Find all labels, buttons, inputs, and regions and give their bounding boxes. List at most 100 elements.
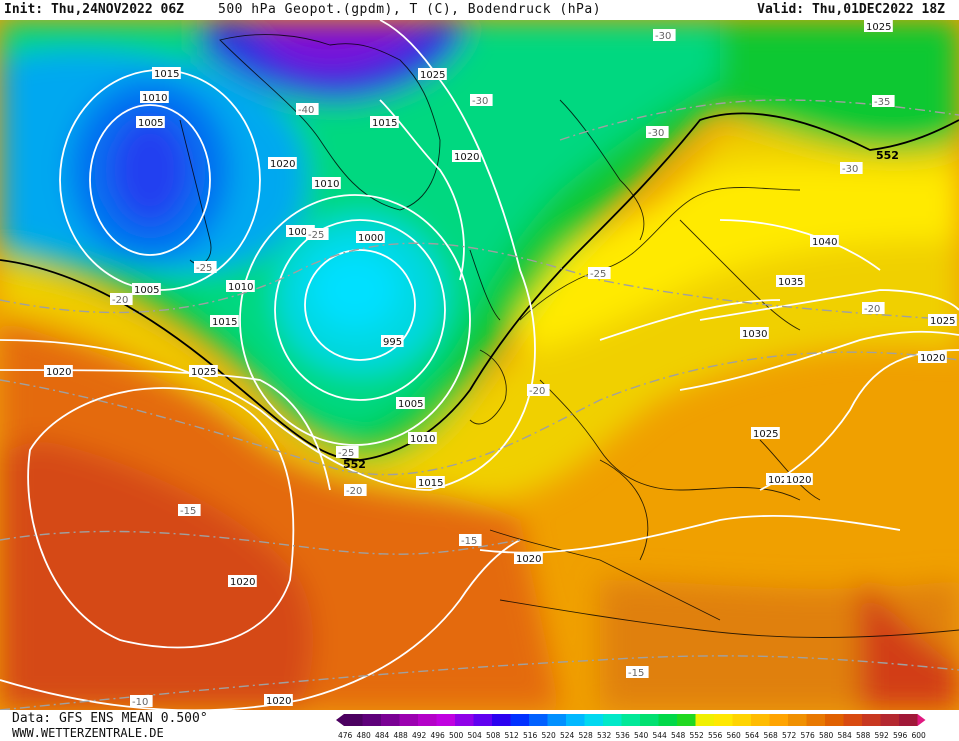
isotherm-label: -15	[459, 534, 482, 547]
isobar-label: 1020	[514, 552, 543, 565]
legend-swatch	[418, 714, 437, 726]
pressure-labels: 1015101010051020102510151020101010051000…	[44, 20, 957, 707]
isobar-label-text: 1020	[46, 367, 71, 378]
legend-value-label: 512	[505, 731, 520, 740]
isobar-label: 1035	[776, 275, 805, 288]
isobar-label: 1015	[210, 315, 239, 328]
isobar-label: 1040	[810, 235, 839, 248]
legend-value-label: 548	[671, 731, 686, 740]
legend-swatch	[714, 714, 733, 726]
isobar-label: 1020	[264, 694, 293, 707]
legend-swatch	[492, 714, 511, 726]
legend-value-label: 516	[523, 731, 538, 740]
isobar-label-text: 1020	[920, 353, 945, 364]
isobar-label-text: 1040	[812, 237, 837, 248]
isotherm-label-text: -15	[180, 506, 196, 517]
map-header: Init: Thu,24NOV2022 06Z 500 hPa Geopot.(…	[0, 0, 959, 20]
isotherm-label-text: -15	[461, 536, 477, 547]
legend-swatch	[806, 714, 825, 726]
legend-value-label: 560	[727, 731, 742, 740]
isobar-label: 1020	[784, 473, 813, 486]
legend-value-label: 592	[875, 731, 890, 740]
isotherm-label-text: -20	[529, 386, 545, 397]
isobar-label-text: 1015	[418, 478, 443, 489]
legend-swatch	[843, 714, 862, 726]
isotherm-label: -20	[862, 302, 885, 315]
legend-value-label: 568	[764, 731, 779, 740]
isotherm-label-text: -15	[628, 668, 644, 679]
isobar-label-text: 1035	[778, 277, 803, 288]
legend-value-label: 580	[819, 731, 834, 740]
isobar-label: 1020	[452, 150, 481, 163]
isotherm-label-text: -25	[590, 269, 606, 280]
legend-swatch	[344, 714, 363, 726]
legend-value-label: 556	[708, 731, 723, 740]
isotherm-label-text: -30	[655, 31, 671, 42]
legend-swatch	[658, 714, 677, 726]
legend-value-label: 488	[394, 731, 409, 740]
isobar-label: 1005	[132, 283, 161, 296]
isotherm-label-text: -20	[346, 486, 362, 497]
isobar-label-text: 1000	[358, 233, 383, 244]
legend-swatch	[584, 714, 603, 726]
isobar-label-text: 995	[383, 337, 402, 348]
isobar-label: 1005	[136, 116, 165, 129]
isobar-label-text: 1020	[230, 577, 255, 588]
isobar-label-text: 1010	[142, 93, 167, 104]
legend-swatch	[751, 714, 770, 726]
color-legend: 476 480 484 488 492 496 500 504 508 512 516 520 524 5…	[336, 714, 927, 740]
isobar-label: 1025	[864, 20, 893, 33]
isotherm-label: -10	[130, 695, 153, 708]
legend-value-label: 572	[782, 731, 797, 740]
contour-552-line	[0, 112, 959, 461]
legend-value-label: 532	[597, 731, 612, 740]
temperature-isotherms	[0, 99, 959, 710]
valid-time: Valid: Thu,01DEC2022 18Z	[757, 2, 945, 17]
isobar-label-text: 1020	[454, 152, 479, 163]
legend-value-label: 536	[616, 731, 631, 740]
legend-swatch	[695, 714, 714, 726]
legend-left-arrow	[336, 714, 344, 726]
isobar-label-text: 1025	[753, 429, 778, 440]
legend-value-label: 564	[745, 731, 760, 740]
legend-value-label: 540	[634, 731, 649, 740]
legend-swatch	[899, 714, 918, 726]
legend-swatch	[621, 714, 640, 726]
isotherm-label-text: -10	[132, 697, 148, 708]
isobar-label: 1000	[356, 231, 385, 244]
isotherm-label-text: -25	[338, 448, 354, 459]
isobar-label-text: 1030	[742, 329, 767, 340]
isobar-label: 1010	[140, 91, 169, 104]
isotherm-label-text: -40	[298, 105, 314, 116]
legend-swatch	[362, 714, 381, 726]
legend-swatch	[381, 714, 400, 726]
isotherm-label: -30	[470, 94, 493, 107]
legend-value-label: 596	[893, 731, 908, 740]
isotherm-label: -20	[110, 293, 133, 306]
site-url: WWW.WETTERZENTRALE.DE	[12, 726, 164, 740]
legend-value-label: 476	[338, 731, 353, 740]
isobar-label: 1025	[751, 427, 780, 440]
isobar-label-text: 1010	[228, 282, 253, 293]
coastlines	[179, 34, 959, 638]
legend-value-label: 600	[912, 731, 927, 740]
legend-swatch	[788, 714, 807, 726]
legend-swatch	[473, 714, 492, 726]
isobar-label-text: 1010	[410, 434, 435, 445]
isobar-label: 1030	[740, 327, 769, 340]
legend-swatch	[677, 714, 696, 726]
legend-value-label: 544	[653, 731, 668, 740]
isobar-label-text: 1025	[191, 367, 216, 378]
legend-value-label: 524	[560, 731, 575, 740]
isotherm-label: -25	[336, 446, 359, 459]
isobars	[0, 20, 959, 710]
legend-swatch	[640, 714, 659, 726]
legend-value-label: 500	[449, 731, 464, 740]
isotherm-label-text: -20	[112, 295, 128, 306]
isobar-label-text: 1025	[768, 475, 793, 486]
isobar-label-text: 1025	[420, 70, 445, 81]
legend-value-label: 528	[579, 731, 594, 740]
isobar-label: 1010	[226, 280, 255, 293]
legend-right-arrow	[917, 714, 926, 726]
legend-swatch	[732, 714, 751, 726]
